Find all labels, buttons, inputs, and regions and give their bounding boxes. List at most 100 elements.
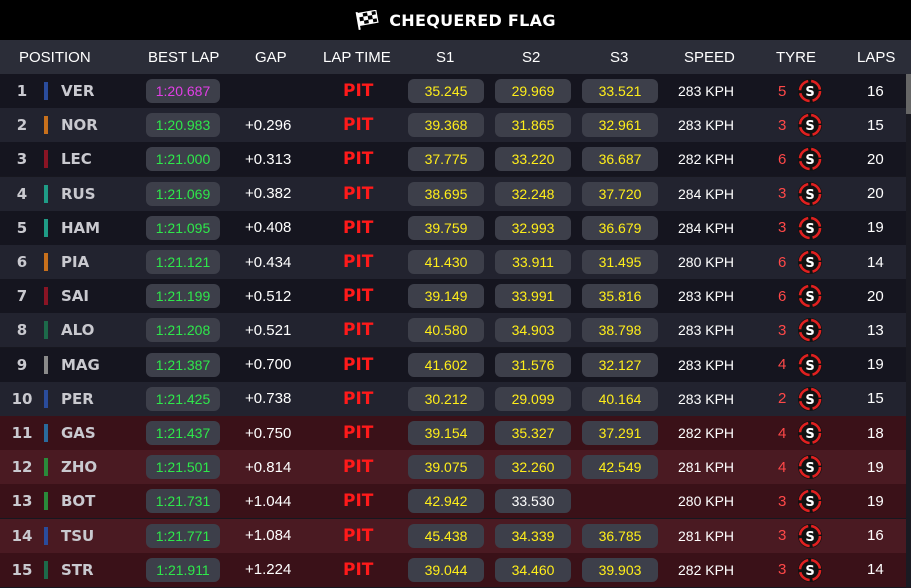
svg-text:S: S — [805, 119, 814, 134]
lap-time-status: PIT — [343, 525, 374, 546]
svg-text:S: S — [805, 324, 814, 339]
gap-value: +1.084 — [245, 527, 292, 545]
position-number: 14 — [11, 526, 33, 545]
sector-1-time: 39.154 — [408, 421, 484, 445]
scrollbar-track[interactable] — [906, 74, 911, 588]
speed-value: 282 KPH — [678, 151, 735, 168]
gap-value: +0.738 — [245, 390, 292, 408]
sector-1-time: 41.602 — [408, 352, 484, 377]
svg-text:S: S — [805, 495, 814, 510]
sector-3-time: 40.164 — [582, 386, 658, 411]
position-number: 8 — [16, 321, 28, 340]
driver-code: ALO — [61, 321, 95, 340]
best-lap-time: 1:21.000 — [146, 147, 220, 172]
sector-1-time: 41.430 — [408, 250, 484, 274]
table-row[interactable]: 4 RUS 1:21.069 +0.382 PIT 38.695 32.248 37.720 2… — [0, 176, 911, 211]
chequered-flag-icon — [355, 10, 379, 30]
speed-value: 283 KPH — [678, 117, 735, 134]
position-number: 4 — [16, 184, 28, 203]
sector-2-time: 34.339 — [495, 523, 571, 548]
header-tyre: TYRE — [776, 48, 817, 66]
soft-tyre-icon: S — [798, 523, 822, 548]
laps-count: 14 — [867, 253, 884, 271]
tyre-age: 3 — [778, 219, 787, 237]
svg-text:S: S — [805, 427, 814, 442]
speed-value: 284 KPH — [678, 185, 735, 202]
laps-count: 20 — [867, 185, 884, 203]
best-lap-time: 1:21.501 — [146, 455, 220, 480]
svg-text:S: S — [805, 359, 814, 374]
position-number: 9 — [16, 355, 28, 374]
table-row[interactable]: 2 NOR 1:20.983 +0.296 PIT 39.368 31.865 32.961 2… — [0, 108, 911, 143]
table-row[interactable]: 5 HAM 1:21.095 +0.408 PIT 39.759 32.993 36.679 2… — [0, 210, 911, 245]
lap-time-status: PIT — [343, 81, 374, 101]
sector-3-time: 32.127 — [582, 352, 658, 377]
driver-code: PER — [61, 389, 94, 408]
soft-tyre-icon: S — [798, 284, 822, 309]
sector-3-time: 39.903 — [582, 557, 658, 582]
table-row[interactable]: 3 LEC 1:21.000 +0.313 PIT 37.775 33.220 36.687 2… — [0, 142, 911, 177]
sector-3-time: 36.679 — [582, 215, 658, 240]
table-row[interactable]: 11 GAS 1:21.437 +0.750 PIT 39.154 35.327 37.291… — [0, 416, 911, 450]
soft-tyre-icon: S — [798, 489, 822, 514]
position-number: 1 — [16, 82, 28, 100]
speed-value: 280 KPH — [678, 254, 735, 270]
scrollbar-thumb[interactable] — [906, 74, 911, 114]
soft-tyre-icon: S — [798, 421, 822, 445]
sector-2-time: 33.911 — [495, 250, 571, 274]
team-color-bar — [44, 253, 48, 271]
soft-tyre-icon: S — [798, 113, 822, 138]
tyre-age: 3 — [778, 492, 787, 510]
laps-count: 14 — [867, 561, 884, 579]
table-row[interactable]: 1 VER 1:20.687 PIT 35.245 29.969 33.521 283 KPH… — [0, 74, 911, 108]
team-color-bar — [44, 218, 48, 237]
svg-text:S: S — [805, 153, 814, 168]
sector-3-time: 32.961 — [582, 113, 658, 138]
header-speed: SPEED — [684, 48, 735, 66]
tyre-age: 6 — [778, 253, 787, 271]
best-lap-time: 1:21.911 — [146, 557, 220, 582]
laps-count: 20 — [867, 150, 884, 168]
soft-tyre-icon: S — [798, 318, 822, 343]
driver-code: LEC — [61, 150, 92, 169]
laps-count: 19 — [867, 458, 884, 476]
soft-tyre-icon: S — [798, 455, 822, 480]
sector-2-time: 34.903 — [495, 318, 571, 343]
driver-code: ZHO — [61, 458, 98, 477]
best-lap-time: 1:20.687 — [146, 79, 220, 103]
table-row[interactable]: 12 ZHO 1:21.501 +0.814 PIT 39.075 32.260 42.549… — [0, 450, 911, 485]
sector-3-time: 37.291 — [582, 421, 658, 445]
position-number: 2 — [16, 116, 28, 135]
sector-2-time: 29.099 — [495, 386, 571, 411]
best-lap-time: 1:21.437 — [146, 421, 220, 445]
lap-time-status: PIT — [343, 217, 374, 238]
best-lap-time: 1:21.199 — [146, 284, 220, 309]
svg-text:S: S — [805, 393, 814, 408]
table-row[interactable]: 10 PER 1:21.425 +0.738 PIT 30.212 29.099 40.164… — [0, 381, 911, 416]
table-row[interactable]: 14 TSU 1:21.771 +1.084 PIT 45.438 34.339 36.785… — [0, 518, 911, 553]
sector-3-time: 31.495 — [582, 250, 658, 274]
table-row[interactable]: 15 STR 1:21.911 +1.224 PIT 39.044 34.460 39.903… — [0, 552, 911, 587]
sector-1-time: 40.580 — [408, 318, 484, 343]
best-lap-time: 1:21.387 — [146, 352, 220, 377]
table-row[interactable]: 13 BOT 1:21.731 +1.044 PIT 42.942 33.530 280 KP… — [0, 484, 911, 519]
tyre-age: 4 — [778, 356, 787, 374]
header-position: POSITION — [19, 48, 91, 66]
sector-1-time: 37.775 — [408, 147, 484, 172]
sector-2-time: 29.969 — [495, 79, 571, 103]
speed-value: 283 KPH — [678, 356, 735, 373]
sector-2-time: 34.460 — [495, 557, 571, 582]
table-row[interactable]: 6 PIA 1:21.121 +0.434 PIT 41.430 33.911 31.495 2… — [0, 245, 911, 279]
gap-value: +0.750 — [245, 424, 292, 442]
table-row[interactable]: 7 SAI 1:21.199 +0.512 PIT 39.149 33.991 35.816 2… — [0, 279, 911, 314]
sector-1-time: 45.438 — [408, 523, 484, 548]
tyre-age: 5 — [778, 82, 787, 100]
table-row[interactable]: 8 ALO 1:21.208 +0.521 PIT 40.580 34.903 38.798 2… — [0, 313, 911, 348]
sector-3-time: 35.816 — [582, 284, 658, 309]
best-lap-time: 1:20.983 — [146, 113, 220, 138]
sector-3-time: 42.549 — [582, 455, 658, 480]
position-number: 6 — [16, 253, 28, 271]
table-row[interactable]: 9 MAG 1:21.387 +0.700 PIT 41.602 31.576 32.127 2… — [0, 347, 911, 382]
tyre-age: 4 — [778, 424, 787, 442]
sector-1-time: 39.075 — [408, 455, 484, 480]
